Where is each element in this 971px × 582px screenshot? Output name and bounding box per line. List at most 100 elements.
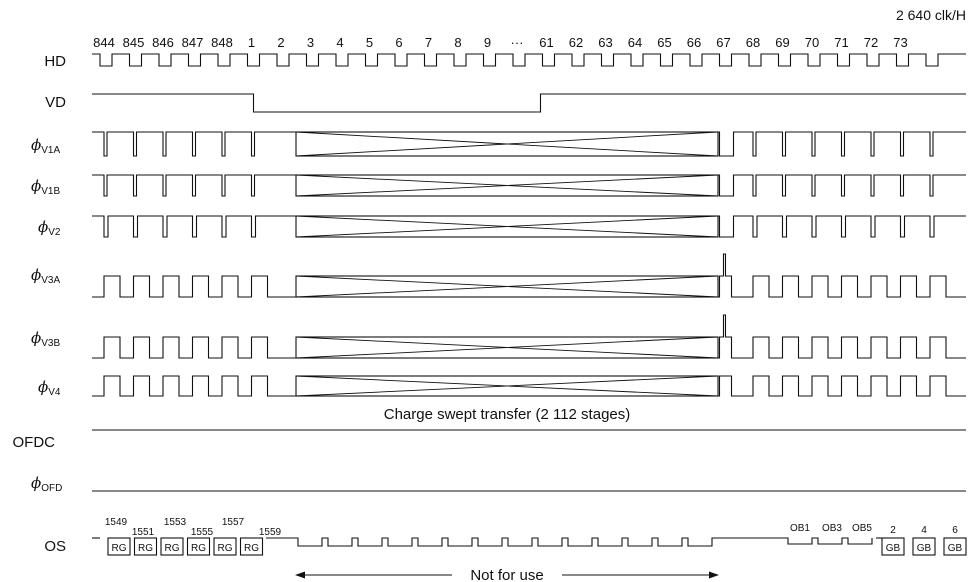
os-ob-pulses (786, 537, 873, 545)
hd-pulse-number: 66 (687, 35, 701, 50)
os-rg-box (186, 537, 211, 556)
os-rg-box (213, 537, 237, 556)
v1a-waveform-right (717, 131, 966, 157)
os-line-number: 1553 (164, 517, 187, 528)
v2-waveform-swept-block (295, 215, 719, 238)
signal-label: ϕV4 (38, 378, 61, 398)
v4-waveform (92, 375, 296, 397)
hd-pulse-number: 3 (307, 35, 314, 50)
signal-label: ϕV1B (31, 177, 60, 197)
os-rg-box (133, 537, 158, 556)
os-rg-label: RG (138, 543, 153, 554)
hd-pulse-number: 8 (454, 35, 461, 50)
hd-pulse-number: 63 (598, 35, 612, 50)
hd-pulse-number: 847 (182, 35, 204, 50)
os-line-number: 1551 (132, 527, 155, 538)
v1b-waveform-swept-block (295, 174, 719, 197)
os-dummy-pulses (266, 537, 786, 547)
os-gb-label: GB (886, 543, 901, 554)
v3a-waveform-swept-cross (295, 275, 719, 298)
not-for-use-arrow (295, 571, 719, 579)
hd-pulse-number: 845 (123, 35, 145, 50)
clock-rate-label: 2 640 clk/H (896, 7, 966, 23)
v3a-waveform-swept-block (295, 275, 719, 298)
hd-pulse-number: 848 (211, 35, 233, 50)
os-gb-number: 2 (890, 525, 896, 536)
hd-pulse-number: 65 (657, 35, 671, 50)
v2-waveform-right (717, 215, 966, 238)
hd-pulse-number: ··· (511, 35, 524, 50)
v1a-waveform-swept-cross (295, 131, 719, 157)
v4-waveform-swept-cross (295, 375, 719, 397)
os-ob-label: OB5 (852, 523, 872, 534)
os-rg-label: RG (191, 543, 206, 554)
signal-labels: HD VD ϕV1A ϕV1B ϕV2 ϕV3A ϕV3B ϕV4 OFDC ϕOFD OS (13, 53, 67, 555)
hd-pulse-number: 844 (93, 35, 115, 50)
os-line-number: 1555 (191, 527, 214, 538)
hd-pulse-number: 62 (569, 35, 583, 50)
os-rg-label: RG (112, 543, 127, 554)
v1a-waveform (92, 131, 296, 157)
hd-pulse-number: 69 (775, 35, 789, 50)
hd-pulse-number: 67 (716, 35, 730, 50)
v1a-waveform-swept-block (295, 131, 719, 157)
v2-waveform (92, 215, 296, 238)
v3b-waveform-swept-cross (295, 336, 719, 359)
v1b-waveform (92, 174, 296, 197)
hd-waveform (92, 53, 966, 67)
hd-pulse-number: 1 (248, 35, 255, 50)
hd-pulse-number: 5 (366, 35, 373, 50)
hd-pulse-number: 68 (746, 35, 760, 50)
v1b-waveform-right (717, 174, 966, 197)
v3a-waveform (92, 275, 296, 298)
hd-pulse-numbers: 844 845 846 847 848 1 2 3 4 5 6 7 8 9 ··· 61 62 63 64 65 66 6… (93, 35, 908, 50)
os-gb-box (912, 537, 936, 556)
hd-pulse-number: 4 (336, 35, 343, 50)
hd-pulse-number: 70 (805, 35, 819, 50)
signal-label: VD (45, 94, 66, 111)
signal-label: ϕV3A (31, 266, 60, 286)
hd-pulse-number: 2 (277, 35, 284, 50)
os-output-annotations: RG RG RG RG RG RG 1549 1551 1553 1555 1557 1559 OB1 O… (105, 517, 967, 556)
os-gb-label: GB (948, 543, 963, 554)
v4-waveform-swept-block (295, 375, 719, 397)
v1b-waveform-swept-cross (295, 174, 719, 197)
os-rg-box (107, 537, 131, 556)
os-gb-box (881, 537, 905, 556)
os-rg-box (239, 537, 264, 556)
v4-waveform-right (717, 375, 966, 397)
v3b-waveform-right (717, 314, 966, 359)
vd-waveform (92, 93, 966, 113)
signal-label: OFDC (13, 434, 56, 451)
signal-label: HD (44, 53, 66, 70)
os-ob-label: OB3 (822, 523, 842, 534)
signal-label: ϕV3B (31, 329, 60, 349)
os-ob-label: OB1 (790, 523, 810, 534)
os-rg-box (160, 537, 184, 556)
os-gb-number: 6 (952, 525, 958, 536)
signal-label: ϕV2 (38, 218, 61, 238)
os-line-number: 1559 (259, 527, 282, 538)
hd-pulse-number: 9 (484, 35, 491, 50)
hd-pulse-number: 61 (539, 35, 553, 50)
v3a-waveform-right (717, 253, 966, 298)
hd-pulse-number: 64 (628, 35, 642, 50)
os-gb-number: 4 (921, 525, 927, 536)
v3b-waveform (92, 336, 296, 359)
hd-pulse-number: 73 (893, 35, 907, 50)
v3b-waveform-swept-block (295, 336, 719, 359)
hd-pulse-number: 7 (425, 35, 432, 50)
charge-swept-transfer-note: Charge swept transfer (2 112 stages) (384, 406, 631, 423)
hd-pulse-number: 846 (152, 35, 174, 50)
os-line-number: 1557 (222, 517, 245, 528)
os-line-number: 1549 (105, 517, 128, 528)
not-for-use-label: Not for use (470, 567, 543, 582)
os-rg-label: RG (244, 543, 259, 554)
os-gb-box (943, 537, 967, 556)
signal-label: ϕOFD (31, 474, 62, 494)
hd-pulse-number: 6 (395, 35, 402, 50)
v2-waveform-swept-cross (295, 215, 719, 238)
signal-label: ϕV1A (31, 136, 60, 156)
os-rg-label: RG (218, 543, 233, 554)
